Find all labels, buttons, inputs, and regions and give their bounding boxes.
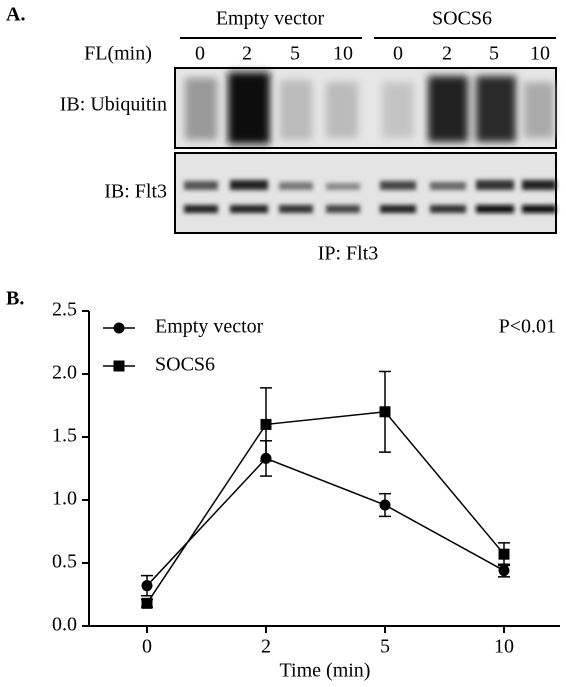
- x-tick-label: 0: [142, 636, 152, 658]
- panel-label: A.: [6, 4, 25, 26]
- series-line: [146, 411, 505, 604]
- legend-label: Empty vector: [155, 316, 264, 338]
- marker: [113, 322, 125, 334]
- blot: [174, 152, 557, 234]
- lane-label: 2: [242, 43, 252, 65]
- y-tick-label: 2.0: [52, 362, 77, 384]
- marker: [141, 597, 153, 609]
- series-line: [146, 457, 505, 587]
- lane-label: 10: [333, 43, 353, 65]
- group-label: SOCS6: [432, 8, 492, 30]
- y-tick-label: 0.0: [52, 614, 77, 636]
- marker: [498, 548, 510, 560]
- time-label: FL(min): [84, 43, 152, 65]
- y-tick-label: 1.5: [52, 425, 77, 447]
- panel-label: B.: [6, 288, 24, 310]
- flt3-bands: [184, 180, 556, 213]
- y-tick-label: 1.0: [52, 488, 77, 510]
- lane-labels: 0 2 5 10 0 2 5 10: [195, 43, 550, 65]
- lane-label: 10: [530, 43, 550, 65]
- group-label: Empty vector: [216, 8, 325, 30]
- lane-label: 0: [393, 43, 403, 65]
- blot-label: IB: Ubiquitin: [60, 94, 167, 116]
- ip-label: IP: Flt3: [318, 243, 379, 265]
- x-tick-label: 10: [494, 636, 514, 658]
- lane-label: 5: [290, 43, 300, 65]
- lane-label: 5: [489, 43, 499, 65]
- x-axis-label: Time (min): [280, 660, 371, 682]
- ubiquitin-smears: [185, 72, 554, 144]
- y-tick-label: 0.5: [52, 551, 77, 573]
- marker: [141, 580, 153, 592]
- y-tick-label: 2.5: [52, 299, 77, 321]
- marker: [379, 406, 391, 418]
- marker: [498, 565, 510, 577]
- x-tick-label: 2: [261, 636, 271, 658]
- annotation: P<0.01: [499, 316, 556, 338]
- lane-label: 0: [195, 43, 205, 65]
- x-tick-label: 5: [380, 636, 390, 658]
- legend-label: SOCS6: [155, 354, 215, 376]
- marker: [113, 360, 125, 372]
- lane-label: 2: [442, 43, 452, 65]
- marker: [260, 418, 272, 430]
- marker: [379, 499, 391, 511]
- blot-label: IB: Flt3: [104, 181, 167, 203]
